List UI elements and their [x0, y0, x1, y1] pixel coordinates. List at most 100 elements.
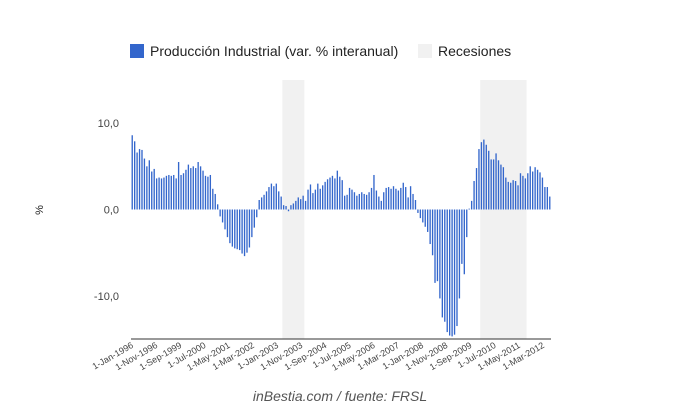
- bar: [229, 209, 231, 244]
- bar: [519, 173, 522, 210]
- bar: [212, 188, 214, 210]
- bar: [241, 209, 243, 254]
- bar: [263, 194, 265, 210]
- bar: [273, 186, 275, 210]
- x-axis-ticks: 1-Jan-19961-Nov-19961-Sep-19991-Jul-2000…: [91, 340, 546, 373]
- bar: [392, 186, 395, 210]
- bar: [507, 181, 509, 210]
- bar: [268, 187, 270, 210]
- bar: [346, 194, 348, 210]
- bar: [243, 209, 246, 257]
- bar: [190, 168, 192, 210]
- y-axis-ticks: 10,0 0,0 -10,0: [94, 118, 119, 303]
- bar: [251, 209, 253, 238]
- bar: [446, 209, 448, 333]
- bar: [456, 209, 458, 327]
- bar: [497, 160, 500, 210]
- bar: [431, 209, 434, 256]
- bar: [409, 186, 412, 210]
- bar: [539, 172, 541, 210]
- bar: [209, 174, 212, 210]
- bar: [226, 209, 229, 238]
- bar: [439, 209, 441, 299]
- bar: [492, 159, 495, 210]
- bar: [363, 193, 365, 210]
- bar: [527, 173, 529, 210]
- bar: [329, 177, 331, 210]
- bar: [138, 149, 141, 210]
- bar: [304, 200, 307, 210]
- bar: [319, 188, 321, 210]
- bar: [549, 196, 551, 210]
- bar: [160, 178, 163, 210]
- bar: [131, 135, 133, 210]
- legend-swatch-recessions: [418, 44, 432, 58]
- bar: [248, 209, 251, 248]
- bar: [322, 185, 324, 210]
- bar: [427, 209, 429, 232]
- bar: [177, 162, 180, 210]
- bar: [417, 209, 419, 213]
- bar: [155, 178, 158, 210]
- bar: [136, 152, 138, 210]
- bar: [312, 193, 314, 210]
- bar: [424, 209, 426, 227]
- bar: [451, 209, 453, 337]
- bar: [402, 182, 404, 210]
- y-tick-label: 10,0: [98, 118, 119, 130]
- bar: [290, 205, 292, 210]
- bar: [510, 182, 512, 210]
- legend: Producción Industrial (var. % interanual…: [130, 43, 511, 59]
- bar: [387, 187, 390, 210]
- bar: [295, 200, 297, 210]
- bar: [231, 209, 234, 247]
- bar: [448, 209, 451, 336]
- production-bars: [131, 135, 551, 337]
- bar: [173, 174, 175, 210]
- bar: [256, 209, 258, 218]
- bar: [458, 209, 461, 299]
- bar: [397, 190, 400, 210]
- bar: [412, 193, 414, 210]
- bar: [514, 181, 517, 210]
- bar: [488, 150, 490, 210]
- bar: [285, 206, 287, 210]
- legend-label-recessions: Recesiones: [438, 43, 511, 59]
- bar: [234, 209, 236, 249]
- bar: [368, 192, 370, 210]
- bar: [217, 204, 219, 210]
- bar: [326, 179, 329, 210]
- bar: [302, 195, 304, 210]
- bar: [170, 175, 172, 210]
- bar: [197, 162, 199, 210]
- bar: [532, 171, 534, 210]
- bar: [317, 183, 319, 210]
- bar: [483, 139, 485, 210]
- bar: [407, 197, 409, 210]
- bar: [534, 167, 536, 210]
- bar: [500, 164, 502, 210]
- y-tick-label: 0,0: [104, 205, 119, 217]
- bar: [546, 187, 549, 210]
- bar: [351, 189, 353, 210]
- bar: [529, 166, 531, 210]
- bar: [282, 205, 285, 210]
- bar: [485, 144, 487, 210]
- bar: [324, 181, 326, 210]
- bar: [146, 166, 148, 210]
- bar: [199, 166, 202, 210]
- bar: [522, 175, 524, 210]
- bar: [202, 170, 204, 210]
- bar: [163, 177, 165, 210]
- bar: [524, 178, 527, 210]
- bar: [204, 175, 207, 210]
- bar: [468, 208, 470, 210]
- bar: [502, 167, 505, 210]
- bar: [478, 149, 480, 210]
- bar: [385, 187, 387, 210]
- bar: [375, 190, 378, 210]
- bar: [541, 177, 544, 210]
- bar: [300, 199, 302, 210]
- bar: [133, 141, 136, 210]
